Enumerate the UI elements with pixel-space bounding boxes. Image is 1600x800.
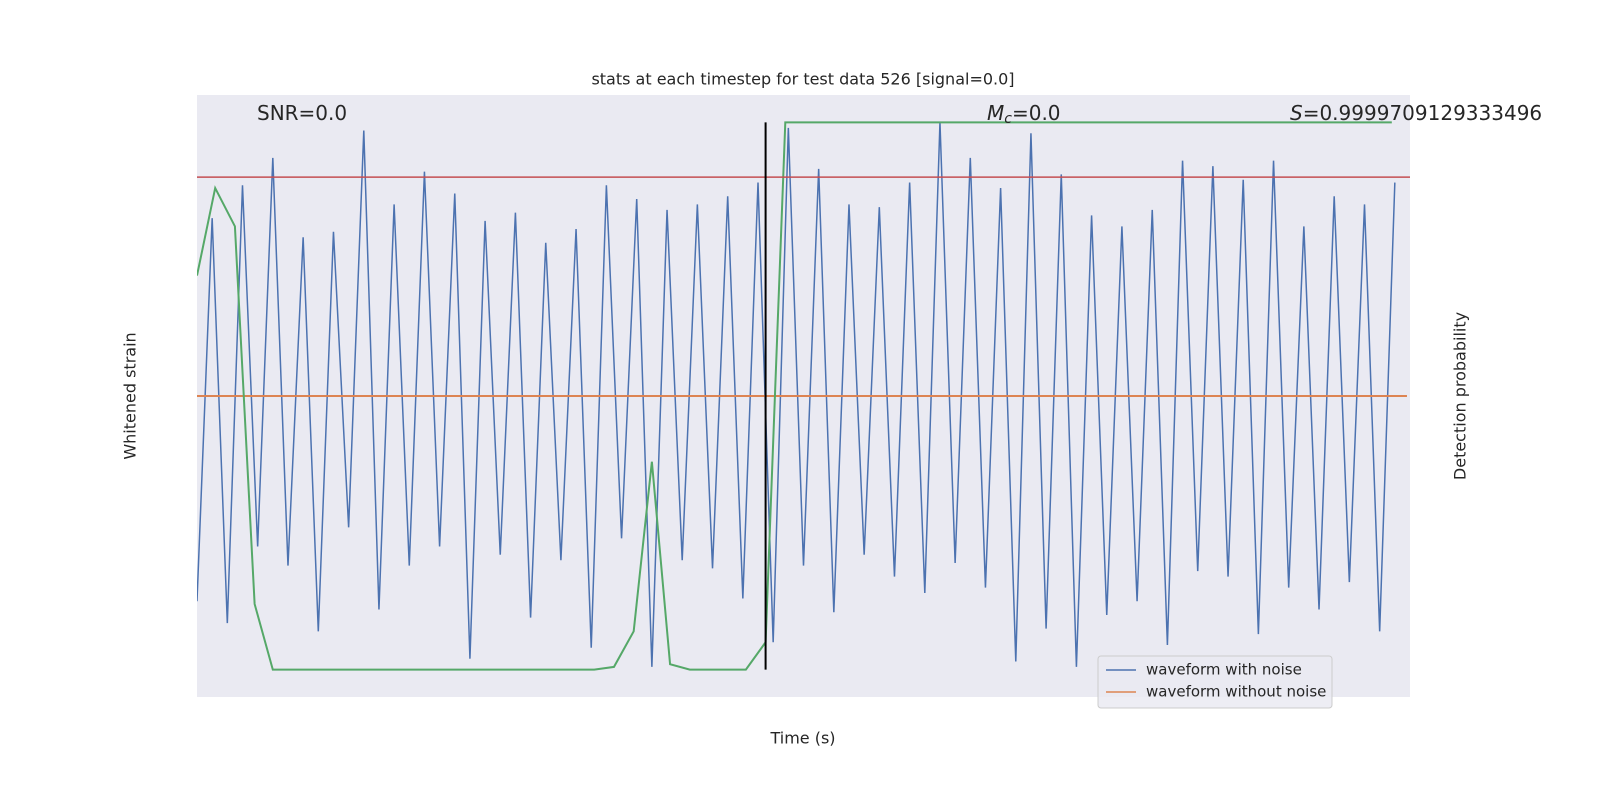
annotation-text: SNR=0.0 xyxy=(257,101,347,125)
annotation-text: =0.0 xyxy=(1012,101,1061,125)
y-axis-label: Whitened strain xyxy=(121,332,140,459)
x-axis-label: Time (s) xyxy=(769,729,835,748)
annotation: Mc=0.0 xyxy=(987,101,1061,128)
legend-label: waveform without noise xyxy=(1146,683,1326,701)
series-line xyxy=(197,121,1392,671)
annotation-text: =0.9999709129333496 xyxy=(1303,101,1542,125)
y2-axis-label: Detection probability xyxy=(1451,312,1470,480)
annotation-symbol: S xyxy=(1290,101,1303,125)
series-line xyxy=(197,122,1396,667)
annotation-subscript: c xyxy=(1004,111,1012,127)
annotation: SNR=0.0 xyxy=(257,101,347,125)
annotation: S=0.9999709129333496 xyxy=(1290,101,1542,125)
annotation-symbol: M xyxy=(987,101,1004,125)
legend-label: waveform with noise xyxy=(1146,661,1302,679)
chart-title: stats at each timestep for test data 526… xyxy=(591,70,1014,89)
legend-box xyxy=(1097,655,1333,709)
